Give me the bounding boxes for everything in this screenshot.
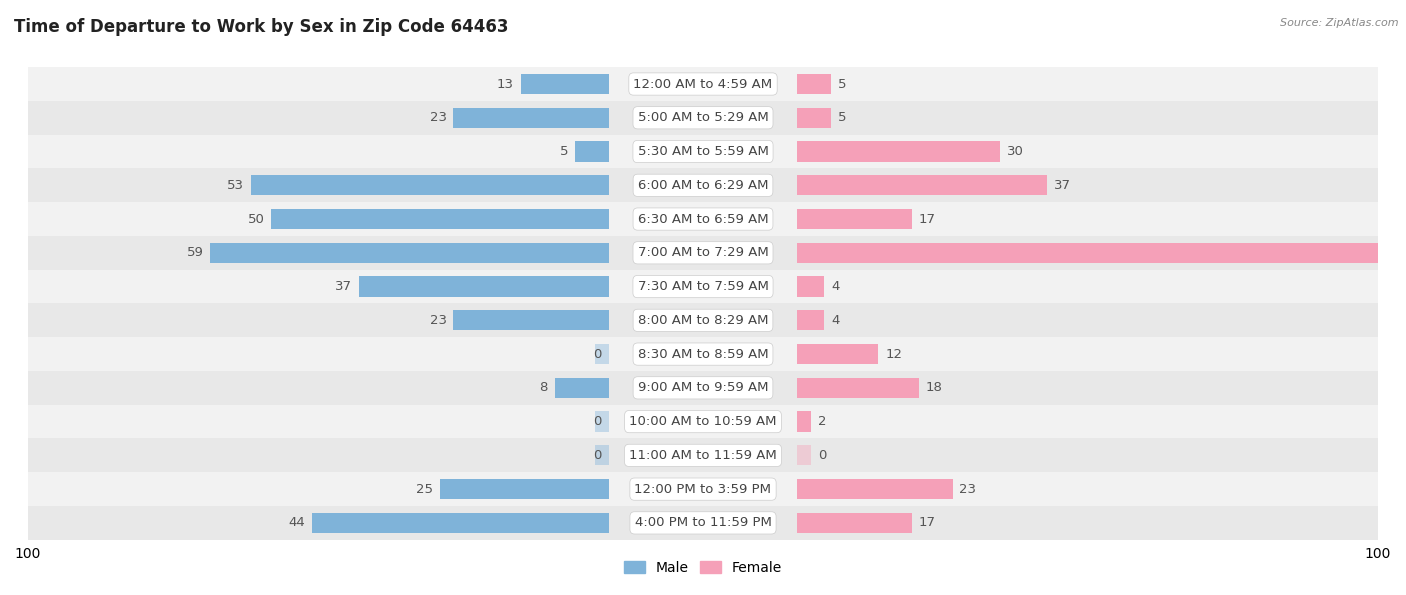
Bar — [359, 277, 609, 297]
Text: 12: 12 — [886, 347, 903, 361]
Bar — [211, 243, 609, 263]
Bar — [797, 175, 1047, 195]
Text: 8:00 AM to 8:29 AM: 8:00 AM to 8:29 AM — [638, 314, 768, 327]
Bar — [28, 101, 1378, 134]
Bar — [797, 74, 831, 94]
Text: 18: 18 — [925, 381, 942, 394]
Text: 23: 23 — [430, 314, 447, 327]
Text: 53: 53 — [228, 178, 245, 192]
Bar — [797, 243, 1406, 263]
Text: 59: 59 — [187, 246, 204, 259]
Bar — [453, 310, 609, 330]
Text: 0: 0 — [818, 449, 827, 462]
Text: 12:00 PM to 3:59 PM: 12:00 PM to 3:59 PM — [634, 483, 772, 496]
Bar — [28, 202, 1378, 236]
Bar — [28, 371, 1378, 405]
Bar — [28, 439, 1378, 472]
Bar — [797, 479, 953, 499]
Text: 8:30 AM to 8:59 AM: 8:30 AM to 8:59 AM — [638, 347, 768, 361]
Text: 23: 23 — [430, 111, 447, 124]
Text: 4: 4 — [831, 280, 839, 293]
Bar — [28, 134, 1378, 168]
Bar — [595, 412, 609, 432]
Text: 23: 23 — [959, 483, 976, 496]
Bar — [797, 108, 831, 128]
Text: 25: 25 — [416, 483, 433, 496]
Text: 12:00 AM to 4:59 AM: 12:00 AM to 4:59 AM — [634, 77, 772, 90]
Text: 4: 4 — [831, 314, 839, 327]
Legend: Male, Female: Male, Female — [624, 561, 782, 575]
Text: 37: 37 — [335, 280, 352, 293]
Bar — [440, 479, 609, 499]
Bar — [797, 209, 912, 229]
Bar — [271, 209, 609, 229]
Bar — [28, 405, 1378, 439]
Text: 7:30 AM to 7:59 AM: 7:30 AM to 7:59 AM — [637, 280, 769, 293]
Text: 4:00 PM to 11:59 PM: 4:00 PM to 11:59 PM — [634, 516, 772, 530]
Bar — [28, 303, 1378, 337]
Text: Source: ZipAtlas.com: Source: ZipAtlas.com — [1281, 18, 1399, 28]
Bar — [797, 412, 811, 432]
Text: 6:30 AM to 6:59 AM: 6:30 AM to 6:59 AM — [638, 212, 768, 226]
Text: 10:00 AM to 10:59 AM: 10:00 AM to 10:59 AM — [630, 415, 776, 428]
Bar — [28, 472, 1378, 506]
Bar — [453, 108, 609, 128]
Bar — [28, 337, 1378, 371]
Bar — [595, 445, 609, 465]
Text: 8: 8 — [540, 381, 548, 394]
Bar — [312, 513, 609, 533]
Bar — [520, 74, 609, 94]
Bar — [797, 378, 920, 398]
Text: 5: 5 — [560, 145, 568, 158]
Text: 11:00 AM to 11:59 AM: 11:00 AM to 11:59 AM — [628, 449, 778, 462]
Text: 0: 0 — [593, 347, 602, 361]
Text: Time of Departure to Work by Sex in Zip Code 64463: Time of Departure to Work by Sex in Zip … — [14, 18, 509, 36]
Bar — [250, 175, 609, 195]
Text: 5: 5 — [838, 77, 846, 90]
Text: 5:00 AM to 5:29 AM: 5:00 AM to 5:29 AM — [638, 111, 768, 124]
Bar — [575, 142, 609, 162]
Bar — [28, 236, 1378, 270]
Bar — [797, 445, 811, 465]
Text: 50: 50 — [247, 212, 264, 226]
Bar — [797, 142, 1000, 162]
Bar — [28, 506, 1378, 540]
Text: 13: 13 — [498, 77, 515, 90]
Text: 9:00 AM to 9:59 AM: 9:00 AM to 9:59 AM — [638, 381, 768, 394]
Text: 17: 17 — [920, 516, 936, 530]
Text: 0: 0 — [593, 449, 602, 462]
Bar — [28, 67, 1378, 101]
Text: 37: 37 — [1054, 178, 1071, 192]
Text: 0: 0 — [593, 415, 602, 428]
Text: 6:00 AM to 6:29 AM: 6:00 AM to 6:29 AM — [638, 178, 768, 192]
Text: 5: 5 — [838, 111, 846, 124]
Bar — [797, 344, 879, 364]
Bar — [797, 277, 824, 297]
Text: 17: 17 — [920, 212, 936, 226]
Text: 30: 30 — [1007, 145, 1024, 158]
Bar — [797, 513, 912, 533]
Bar — [28, 270, 1378, 303]
Bar — [595, 344, 609, 364]
Bar — [28, 168, 1378, 202]
Text: 2: 2 — [818, 415, 827, 428]
Text: 5:30 AM to 5:59 AM: 5:30 AM to 5:59 AM — [637, 145, 769, 158]
Bar — [554, 378, 609, 398]
Text: 7:00 AM to 7:29 AM: 7:00 AM to 7:29 AM — [638, 246, 768, 259]
Bar — [797, 310, 824, 330]
Text: 44: 44 — [288, 516, 305, 530]
